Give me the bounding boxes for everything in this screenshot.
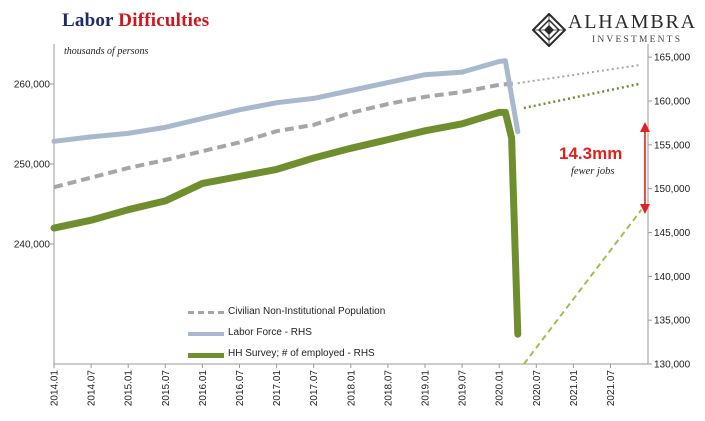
legend-label-labor-force: Labor Force - RHS — [228, 327, 312, 338]
logo-sub: INVESTMENTS — [592, 35, 683, 45]
x-tick-label: 2020.01 — [495, 370, 506, 407]
chart-title: Labor Difficulties — [62, 10, 209, 32]
right-tick-label: 165,000 — [654, 53, 691, 64]
x-tick-label: 2019.01 — [421, 370, 432, 407]
x-tick-label: 2014.01 — [50, 370, 61, 407]
series-line-0 — [53, 81, 518, 190]
annotation-arrow-head-up — [640, 122, 650, 132]
x-tick-label: 2019.07 — [458, 370, 469, 407]
right-tick-label: 150,000 — [654, 184, 691, 195]
right-tick-label: 135,000 — [654, 316, 691, 327]
x-tick-label: 2018.01 — [346, 370, 357, 407]
series-line-1 — [51, 58, 521, 144]
x-tick-label: 2017.07 — [309, 370, 320, 407]
series-line-3 — [517, 63, 642, 85]
right-tick-label: 145,000 — [654, 228, 691, 239]
x-tick-label: 2014.07 — [87, 370, 98, 407]
legend-label-employed: HH Survey; # of employed - RHS — [228, 348, 375, 359]
series-line-5 — [523, 209, 643, 365]
x-tick-label: 2020.07 — [532, 370, 543, 407]
x-tick-label: 2016.01 — [198, 370, 209, 407]
legend-swatch-labor-force — [188, 332, 224, 336]
annotation-text: fewer jobs — [571, 166, 615, 177]
left-tick-label: 260,000 — [14, 80, 51, 91]
alhambra-diamond-icon — [532, 13, 566, 47]
units-label: thousands of persons — [64, 46, 149, 57]
annotation-value: 14.3mm — [559, 144, 623, 163]
annotation-arrow-head-down — [640, 204, 650, 214]
series-line-2 — [50, 108, 522, 338]
x-tick-label: 2017.01 — [272, 370, 283, 407]
legend-label-population: Civilian Non-Institutional Population — [228, 306, 386, 317]
logo-name: ALHAMBRA — [568, 11, 697, 33]
title-part-1: Labor — [62, 10, 114, 31]
left-tick-label: 240,000 — [14, 240, 51, 251]
right-tick-label: 160,000 — [654, 96, 691, 107]
x-tick-label: 2018.07 — [383, 370, 394, 407]
right-tick-label: 140,000 — [654, 272, 691, 283]
alhambra-logo: ALHAMBRA INVESTMENTS — [528, 10, 698, 50]
x-tick-label: 2016.07 — [235, 370, 246, 407]
title-part-2: Difficulties — [118, 10, 210, 31]
x-tick-label: 2021.07 — [606, 370, 617, 407]
x-tick-label: 2015.01 — [124, 370, 135, 407]
right-tick-label: 155,000 — [654, 140, 691, 151]
x-tick-label: 2015.07 — [161, 370, 172, 407]
legend-swatch-population — [188, 311, 224, 314]
left-tick-label: 250,000 — [14, 160, 51, 171]
legend-swatch-employed — [188, 353, 224, 358]
x-tick-label: 2021.01 — [569, 370, 580, 407]
series-line-4 — [523, 82, 642, 110]
right-tick-label: 130,000 — [654, 360, 691, 371]
